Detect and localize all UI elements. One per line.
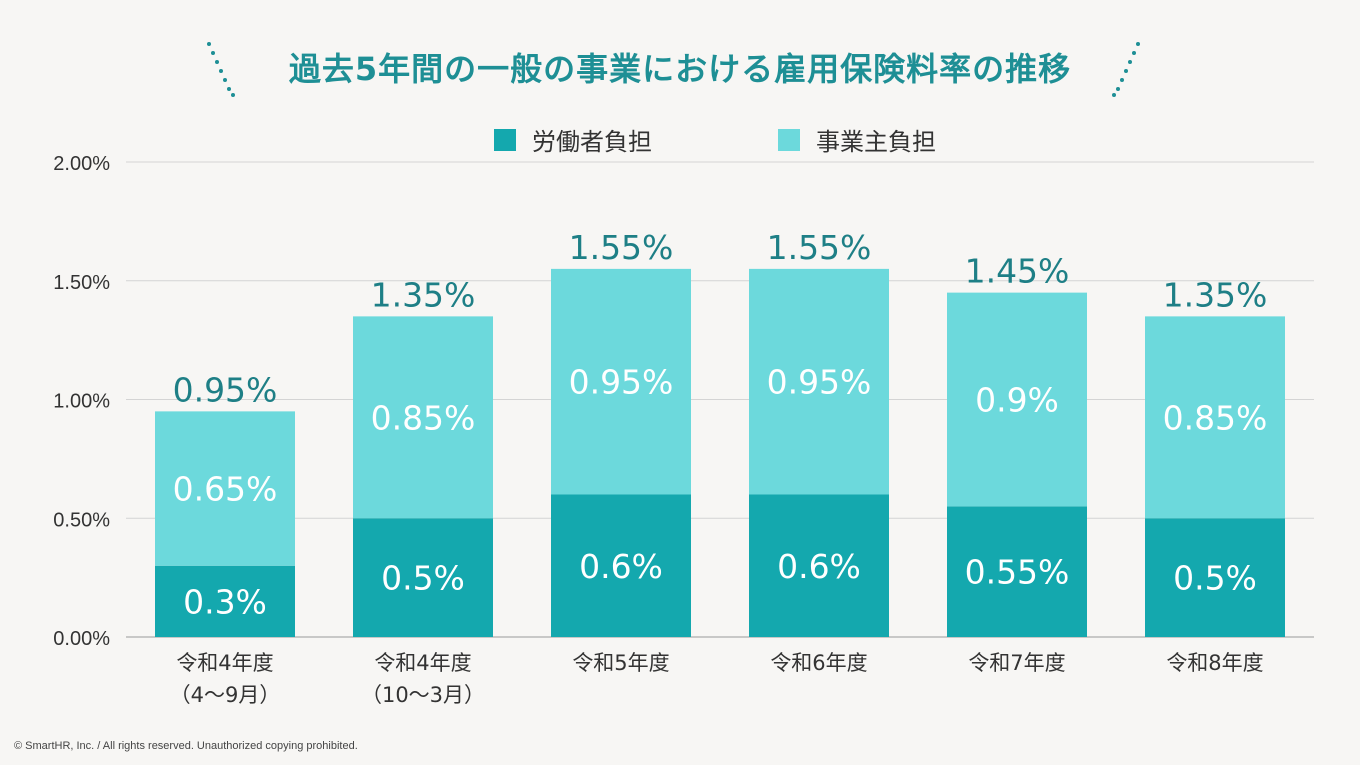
legend-label-employer: 事業主負担 bbox=[816, 128, 936, 156]
x-tick-label: 令和8年度 bbox=[1166, 651, 1263, 675]
y-tick-label: 0.00% bbox=[53, 628, 110, 650]
bar-employer-5 bbox=[1145, 316, 1285, 519]
y-tick-label: 1.00% bbox=[53, 391, 110, 413]
data-label-employer-0: 0.65% bbox=[173, 470, 278, 509]
copyright-notice: © SmartHR, Inc. / All rights reserved. U… bbox=[14, 740, 358, 752]
data-label-employer-5: 0.85% bbox=[1163, 398, 1268, 437]
x-tick-label: 令和6年度 bbox=[770, 651, 867, 675]
bar-worker-0 bbox=[155, 565, 295, 637]
legend: 労働者負担 事業主負担 bbox=[0, 122, 1360, 156]
legend-swatch-worker bbox=[494, 128, 516, 151]
x-tick-label: （10〜3月） bbox=[361, 683, 485, 707]
bar-employer-2 bbox=[551, 268, 691, 495]
data-label-worker-1: 0.5% bbox=[381, 559, 465, 598]
title-decoration-right-icon bbox=[1112, 42, 1140, 97]
total-label-4: 1.45% bbox=[965, 252, 1070, 291]
total-label-1: 1.35% bbox=[371, 275, 476, 314]
total-label-5: 1.35% bbox=[1163, 275, 1268, 314]
bar-employer-0 bbox=[155, 411, 295, 566]
total-label-2: 1.55% bbox=[569, 228, 674, 267]
x-tick-label: 令和4年度 bbox=[374, 651, 471, 675]
legend-item-worker: 労働者負担 bbox=[494, 122, 652, 157]
bar-worker-2 bbox=[551, 494, 691, 637]
x-tick-label: 令和5年度 bbox=[572, 651, 669, 675]
data-label-employer-1: 0.85% bbox=[371, 398, 476, 437]
data-label-employer-2: 0.95% bbox=[569, 363, 674, 402]
chart-title: 過去5年間の一般の事業における雇用保険料率の推移 bbox=[288, 50, 1072, 88]
legend-swatch-employer bbox=[778, 128, 800, 151]
data-label-employer-3: 0.95% bbox=[767, 363, 872, 402]
data-label-worker-5: 0.5% bbox=[1173, 559, 1257, 598]
legend-item-employer: 事業主負担 bbox=[778, 122, 936, 157]
data-label-worker-3: 0.6% bbox=[777, 547, 861, 586]
bar-worker-4 bbox=[947, 506, 1087, 637]
total-label-3: 1.55% bbox=[767, 228, 872, 267]
total-label-0: 0.95% bbox=[173, 370, 278, 409]
y-tick-label: 0.50% bbox=[53, 509, 110, 531]
bar-employer-3 bbox=[749, 268, 889, 495]
bar-worker-5 bbox=[1145, 518, 1285, 637]
legend-label-worker: 労働者負担 bbox=[532, 128, 652, 156]
data-label-worker-2: 0.6% bbox=[579, 547, 663, 586]
bar-employer-1 bbox=[353, 316, 493, 519]
x-tick-label: 令和4年度 bbox=[176, 651, 273, 675]
x-tick-label: （4〜9月） bbox=[170, 683, 281, 707]
x-tick-label: 令和7年度 bbox=[968, 651, 1065, 675]
data-label-worker-0: 0.3% bbox=[183, 582, 267, 621]
data-label-employer-4: 0.9% bbox=[975, 381, 1059, 420]
title-decoration-left-icon bbox=[207, 42, 235, 97]
bar-employer-4 bbox=[947, 292, 1087, 507]
y-tick-label: 1.50% bbox=[53, 272, 110, 294]
bar-worker-1 bbox=[353, 518, 493, 637]
data-label-worker-4: 0.55% bbox=[965, 553, 1070, 592]
bar-worker-3 bbox=[749, 494, 889, 637]
y-tick-label: 2.00% bbox=[53, 153, 110, 175]
